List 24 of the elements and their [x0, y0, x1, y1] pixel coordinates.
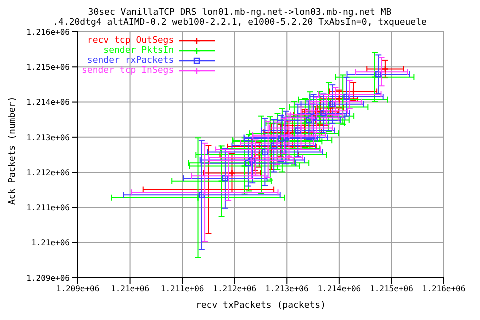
- legend-label: sender tcp InSegs: [82, 66, 174, 76]
- x-tick-label: 1.214e+06: [318, 284, 362, 294]
- y-tick-label: 1.213e+06: [26, 133, 70, 142]
- x-tick-label: 1.209e+06: [56, 284, 100, 294]
- x-tick-label: 1.212e+06: [213, 284, 257, 294]
- y-tick-label: 1.209e+06: [26, 274, 70, 283]
- legend-label: recv tcp OutSegs: [87, 36, 174, 46]
- y-tick-label: 1.214e+06: [26, 98, 70, 108]
- legend-label: sender rxPackets: [87, 56, 174, 66]
- y-tick-label: 1.215e+06: [26, 62, 70, 72]
- y-tick-label: 1.216e+06: [26, 28, 70, 37]
- x-tick-label: 1.21e+06: [111, 284, 150, 294]
- y-tick-label: 1.212e+06: [26, 168, 70, 178]
- chart-title: 30sec VanillaTCP DRS lon01.mb-ng.net->lon03.mb-ng.net MB: [87, 8, 393, 18]
- x-axis-title: recv txPackets (packets): [196, 301, 326, 311]
- y-axis-title: Ack Packets (number): [8, 96, 18, 205]
- x-tick-label: 1.216e+06: [422, 284, 466, 294]
- x-tick-label: 1.213e+06: [265, 284, 309, 294]
- legend-label: sender PktsIn: [104, 46, 174, 56]
- x-tick-label: 1.215e+06: [370, 284, 414, 294]
- chart-subtitle: .4.20dtg4 altAIMD-0.2 web100-2.2.1, e1000-5.2.20 TxAbsIn=0, txqueuele: [52, 18, 428, 28]
- y-tick-label: 1.211e+06: [26, 204, 70, 213]
- y-tick-label: 1.21e+06: [31, 238, 70, 248]
- x-tick-label: 1.211e+06: [160, 284, 204, 294]
